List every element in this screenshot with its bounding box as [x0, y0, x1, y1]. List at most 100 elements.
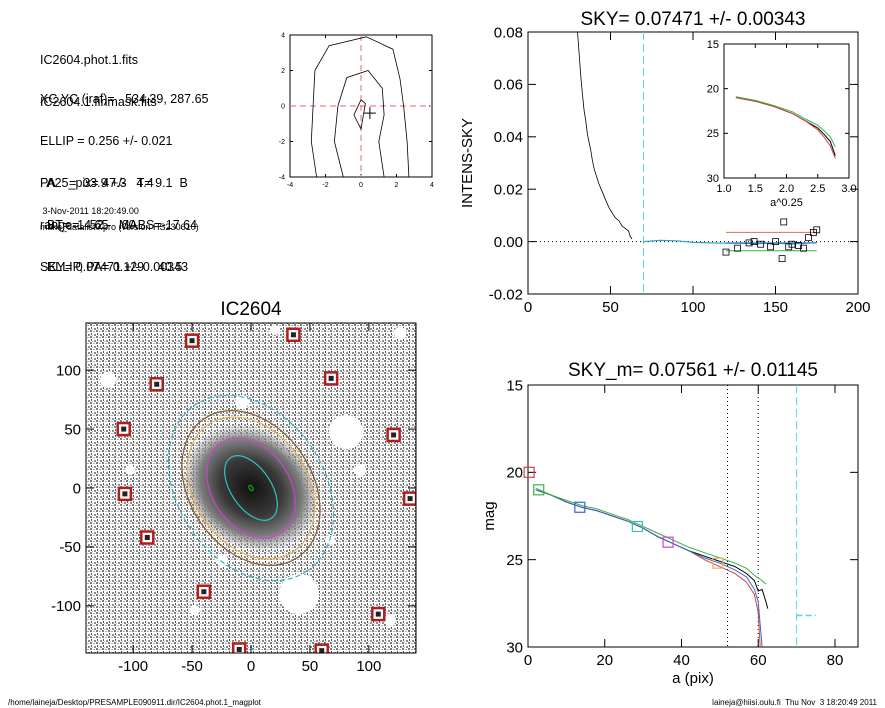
masked-star-core: [201, 589, 207, 595]
x-tick-label: -2: [322, 182, 328, 189]
info-line: A25_pix= 47.3 T= 9.1 B: [40, 176, 188, 190]
masked-star-core: [319, 648, 325, 653]
x-tick-label: -4: [287, 182, 293, 189]
y-tick-label: 0.04: [494, 129, 523, 146]
x-tick-label: -50: [181, 658, 203, 675]
y-tick-label: -2: [279, 139, 285, 146]
contour-panel: -4 -2 0 2 4 -4 -2 0 2 4: [279, 32, 434, 189]
info-line: SKY= 0.07471 +/- 0.00343: [40, 260, 189, 274]
masked-region: [394, 327, 406, 339]
ellipse-marker: [523, 466, 535, 478]
y-tick-label: 50: [64, 421, 81, 438]
sky-sample-box: [813, 226, 821, 234]
inset-series: [735, 97, 836, 159]
isophote-ellipse: [167, 394, 335, 582]
isophote-ellipse: [224, 455, 278, 521]
inset-x-label: a^0.25: [770, 197, 803, 209]
y-tick-label: 15: [506, 377, 523, 394]
intensity-profile: [577, 31, 633, 240]
masked-region: [279, 574, 319, 614]
x-axis-label: a (pix): [672, 670, 714, 687]
sky-sample-box: [778, 255, 786, 263]
info-line: range= 52.- 60.: [40, 218, 140, 232]
image-title: IC2604: [220, 299, 282, 320]
info-line: BT= 14.65 MABS=-17.64: [40, 218, 198, 232]
x-tick-label: 0: [359, 182, 363, 189]
x-tick-label: 0: [247, 658, 255, 675]
y-tick-label: 25: [506, 552, 523, 569]
sky-sample-box: [745, 239, 753, 247]
masked-star-core: [236, 646, 242, 652]
masked-star-core: [122, 491, 128, 497]
x-tick-label: 4: [430, 182, 434, 189]
y-tick-label: 0: [281, 103, 285, 110]
sky-sample-box: [757, 240, 765, 248]
masked-region: [125, 465, 135, 475]
y-tick-label: 25: [707, 128, 719, 140]
mag-series: [535, 489, 769, 609]
x-tick-label: 60: [750, 652, 767, 669]
sky-sample-box: [750, 238, 758, 246]
masked-star-core: [154, 381, 160, 387]
sky-sample-box: [734, 244, 741, 252]
info-line: PA = 33.9 +/- 4.4: [40, 176, 154, 190]
info-line: ELLIP, PA= 0.129 40.5: [40, 260, 183, 274]
mag-series: [535, 489, 763, 648]
x-tick-label: 0: [524, 652, 532, 669]
masked-region: [354, 464, 366, 476]
galaxy-body: [182, 424, 320, 552]
x-tick-label: 50: [602, 299, 619, 316]
x-tick-label: 200: [845, 299, 870, 316]
masked-star-core: [144, 535, 150, 540]
plot-frame: [527, 384, 859, 648]
inset-series: [735, 96, 836, 147]
info-fit: XC,YC (iraf)= 534.39, 287.65 ELLIP = 0.2…: [40, 64, 209, 288]
info-date: 3-Nov-2011 18:20:49.00: [40, 206, 139, 216]
contour-line: [310, 36, 410, 178]
x-tick-label: 1.0: [716, 183, 731, 195]
x-tick-label: 150: [763, 299, 788, 316]
y-tick-label: 4: [281, 32, 285, 39]
info-line: IC2604.phot.1.fits: [40, 53, 138, 67]
isophote-ellipse: [248, 484, 254, 492]
galaxy-image-panel: IC2604 -100 -50 0 50 100 -100 -50 0 50 100: [51, 299, 417, 675]
info-phot: A25_pix= 47.3 T= 9.1 B BT= 14.65 MABS=-1…: [40, 148, 197, 288]
y-tick-label: 20: [707, 84, 719, 96]
sky-sample-box: [800, 244, 807, 252]
intens-sky-panel: 0 50 100 150 200 -0.02 0.00 0.02 0.04 0.06 0.08 SKY…: [459, 9, 871, 316]
y-tick-label: 2: [281, 68, 285, 75]
y-tick-label: 30: [506, 639, 523, 656]
x-tick-label: 80: [827, 652, 844, 669]
x-tick-label: 50: [302, 658, 319, 675]
contour-line: [353, 99, 366, 131]
ellipse-marker: [712, 557, 724, 569]
y-axis-label: INTENS-SKY: [459, 118, 476, 208]
mag-profile-panel: 0 20 40 60 80 15 20 25 30 SKY_m= 0.07561 +/- 0.01…: [481, 360, 859, 687]
sky-sample-box: [788, 240, 796, 248]
masked-star-core: [121, 426, 127, 432]
x-tick-label: 2.5: [810, 183, 825, 195]
isophote-ellipse: [186, 416, 316, 560]
masked-star-core: [407, 496, 413, 502]
isophote-ellipse: [206, 437, 296, 539]
x-tick-label: 0: [524, 299, 532, 316]
masked-star-core: [290, 332, 296, 338]
x-tick-label: -100: [118, 658, 148, 675]
y-tick-label: 0.06: [494, 77, 523, 94]
y-tick-label: 30: [707, 173, 719, 185]
y-tick-label: 0.08: [494, 24, 523, 41]
ellipse-marker: [574, 501, 586, 513]
footer-user: laineja@hiisi.oulu.fi Thu Nov 3 18:20:49…: [712, 698, 877, 707]
info-line: ELLIP = 0.256 +/- 0.021: [40, 134, 173, 148]
x-tick-label: 100: [680, 299, 705, 316]
contour-line: [333, 70, 385, 178]
mag-series: [535, 489, 761, 648]
mag-series: [535, 487, 767, 585]
x-tick-label: 40: [673, 652, 690, 669]
ellipse-marker: [662, 536, 674, 548]
masked-region: [384, 614, 396, 626]
y-axis-label: mag: [481, 501, 498, 530]
y-tick-label: 0.00: [494, 234, 523, 251]
x-tick-label: 2.0: [779, 183, 794, 195]
